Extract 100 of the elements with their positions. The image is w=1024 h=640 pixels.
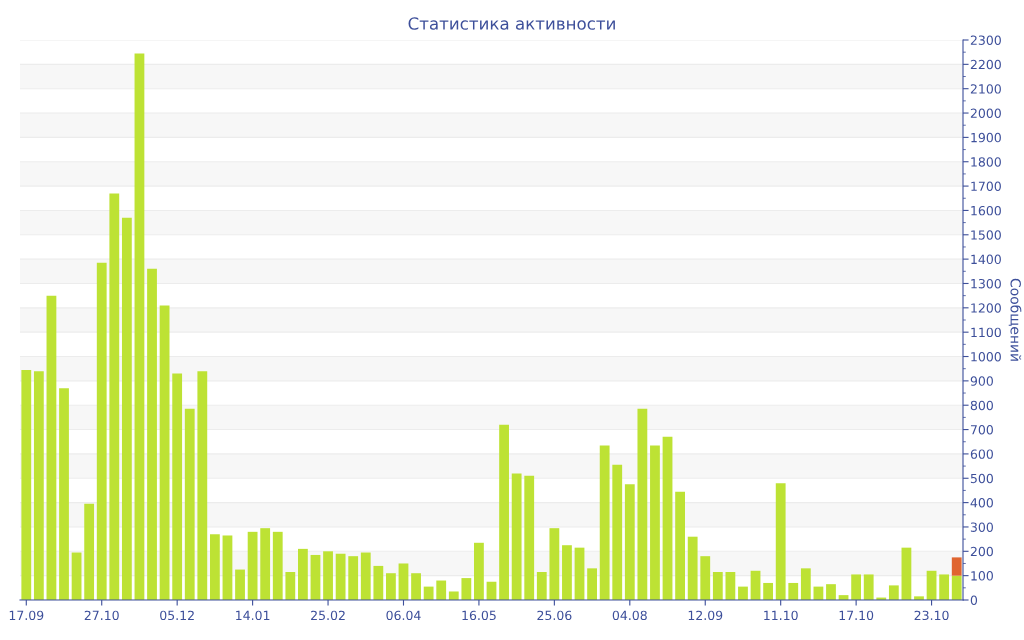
y-tick-label: 500: [970, 473, 993, 484]
bar: [951, 575, 962, 600]
y-tick-label: 100: [971, 571, 993, 581]
bar: [863, 574, 874, 600]
y-tick-label: 2000: [970, 108, 1001, 118]
bar: [951, 557, 962, 576]
bar: [499, 424, 509, 600]
x-tick-label: 14.01: [236, 610, 270, 621]
y-tick-label: 200: [970, 546, 993, 557]
x-tick-label: 17.10: [839, 610, 874, 621]
bar: [536, 572, 547, 600]
bar: [398, 563, 409, 600]
bar: [335, 553, 346, 600]
bar: [323, 551, 333, 600]
x-tick-label: 17.09: [9, 610, 44, 621]
bar: [662, 436, 673, 600]
bar: [373, 565, 384, 600]
bar: [562, 545, 572, 600]
x-tick-label: 06.04: [386, 610, 421, 621]
bar: [197, 371, 208, 600]
y-tick-label: 2200: [970, 59, 1001, 70]
bar: [524, 475, 535, 600]
bar: [121, 217, 132, 600]
bar: [888, 585, 899, 600]
bar: [285, 572, 296, 600]
y-axis-title: Сообщений: [1008, 278, 1022, 361]
y-tick-label: 2100: [970, 84, 1001, 94]
bar: [612, 464, 623, 600]
bar: [59, 388, 69, 600]
bar: [209, 534, 220, 600]
bar: [348, 556, 359, 600]
chart-title: Статистика активности: [408, 17, 615, 30]
bar: [637, 408, 648, 600]
bar: [587, 568, 597, 600]
bar: [851, 574, 862, 600]
bar: [775, 483, 786, 600]
bar: [172, 373, 183, 600]
bar: [84, 503, 95, 600]
bar: [511, 473, 522, 600]
bar: [159, 305, 170, 600]
bar: [700, 556, 711, 600]
x-tick-label: 25.02: [311, 610, 345, 621]
y-tick-label: 2300: [970, 35, 1001, 45]
x-tick-label: 23.10: [914, 610, 949, 621]
bar: [712, 572, 723, 600]
bar: [738, 586, 748, 600]
bar: [624, 484, 635, 600]
bar: [800, 568, 811, 600]
x-tick-label: 11.10: [764, 610, 798, 621]
bar: [46, 295, 57, 600]
y-tick-label: 1300: [971, 278, 1001, 289]
bar: [939, 574, 950, 600]
bar: [247, 531, 258, 600]
bar: [549, 528, 560, 600]
bar: [260, 528, 271, 600]
y-tick-label: 1900: [971, 132, 1001, 143]
bar: [222, 535, 233, 600]
bar: [310, 554, 321, 600]
bar: [436, 580, 447, 600]
bar: [650, 445, 660, 600]
bar: [599, 445, 610, 600]
bar: [33, 371, 44, 600]
y-tick-label: 600: [970, 449, 993, 459]
y-tick-label: 1600: [971, 205, 1001, 216]
bar: [360, 552, 371, 600]
bar: [21, 369, 32, 600]
bar: [147, 268, 157, 600]
bar: [675, 491, 685, 600]
y-tick-label: 700: [970, 425, 993, 435]
x-tick-label: 27.10: [84, 610, 119, 621]
y-tick-label: 900: [970, 376, 993, 386]
y-tick-label: 1500: [971, 230, 1001, 240]
x-tick-label: 25.06: [537, 610, 572, 621]
bar: [687, 536, 698, 600]
bar: [448, 591, 459, 600]
y-tick-label: 1400: [971, 254, 1001, 265]
bar: [826, 584, 836, 600]
bar: [423, 586, 434, 600]
y-tick-label: 300: [970, 522, 993, 532]
bar: [725, 572, 736, 600]
bar: [96, 262, 107, 600]
bar: [298, 548, 308, 600]
bar: [763, 582, 774, 600]
bar: [134, 53, 145, 600]
y-tick-label: 1100: [971, 327, 1001, 338]
bar: [235, 569, 245, 600]
y-tick-label: 400: [970, 498, 993, 508]
bar: [272, 531, 283, 600]
y-tick-label: 1700: [971, 181, 1001, 192]
x-tick-label: 16.05: [462, 610, 496, 621]
x-tick-label: 05.12: [160, 610, 194, 621]
y-tick-label: 800: [970, 400, 993, 411]
bar: [411, 573, 421, 600]
bar: [461, 578, 472, 600]
x-tick-label: 12.09: [688, 610, 723, 621]
bar: [386, 573, 396, 600]
y-tick-label: 0: [970, 595, 978, 605]
y-tick-label: 1200: [971, 303, 1001, 313]
bar: [109, 193, 120, 600]
y-tick-label: 1800: [971, 157, 1001, 167]
